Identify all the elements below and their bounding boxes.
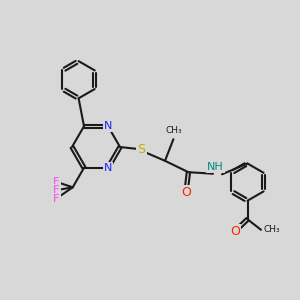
Text: F: F [53, 194, 59, 204]
Text: N: N [104, 121, 112, 131]
Text: O: O [230, 225, 240, 238]
Text: O: O [181, 186, 191, 199]
Text: F: F [53, 185, 59, 195]
Text: S: S [138, 143, 146, 156]
Text: CH₃: CH₃ [166, 126, 182, 135]
Text: CH₃: CH₃ [263, 225, 280, 234]
Text: F: F [53, 177, 59, 187]
Text: NH: NH [207, 162, 224, 172]
Text: N: N [104, 163, 112, 173]
